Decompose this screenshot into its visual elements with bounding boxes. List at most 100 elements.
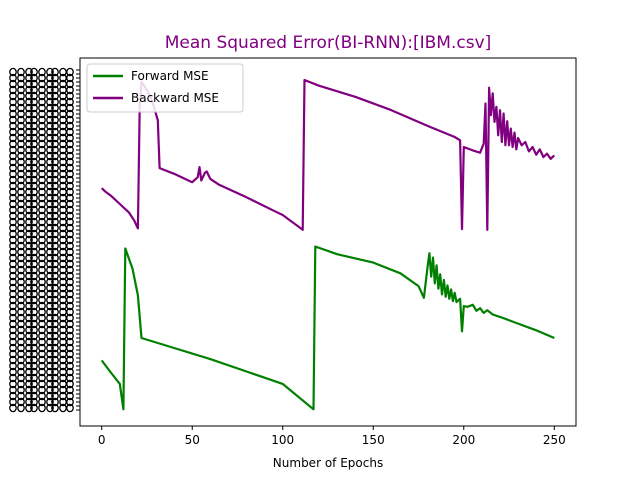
y-tick-label-glyph <box>46 193 54 203</box>
y-tick-label-glyph <box>30 313 38 323</box>
y-tick-label-glyph <box>17 85 25 95</box>
y-tick-label-glyph <box>38 205 46 215</box>
y-tick-label-glyph <box>17 391 25 401</box>
y-tick-label-glyph <box>38 343 46 353</box>
y-tick-label-glyph <box>25 175 33 185</box>
y-tick-label-glyph <box>25 355 33 365</box>
y-tick-label-glyph <box>25 247 33 257</box>
y-tick-label-glyph <box>25 187 33 197</box>
y-tick-label-glyph <box>30 109 38 119</box>
y-tick-label-glyph <box>46 241 54 251</box>
y-tick-label-glyph <box>9 73 17 83</box>
y-tick-label-glyph <box>38 187 46 197</box>
y-tick-label-glyph <box>9 211 17 221</box>
y-tick-label-glyph <box>9 253 17 263</box>
y-tick-label-glyph <box>66 313 74 323</box>
y-tick-label-glyph <box>38 157 46 167</box>
y-tick-label-glyph <box>25 85 33 95</box>
y-tick-label-glyph <box>17 313 25 323</box>
y-tick-label-glyph <box>66 265 74 275</box>
y-tick-label-glyph <box>30 175 38 185</box>
y-tick-label-glyph <box>46 223 54 233</box>
y-tick-label-glyph <box>46 169 54 179</box>
y-tick-label-glyph <box>9 121 17 131</box>
y-tick-label-glyph <box>66 397 74 407</box>
y-tick-label-glyph <box>46 73 54 83</box>
y-tick-label-glyph <box>9 79 17 89</box>
y-tick-label-glyph <box>25 235 33 245</box>
y-tick-label-glyph <box>25 379 33 389</box>
y-tick-label-glyph <box>17 217 25 227</box>
y-tick-label-glyph <box>51 373 59 383</box>
y-tick-label-glyph <box>46 307 54 317</box>
y-tick-label-glyph <box>25 115 33 125</box>
y-tick-label-glyph <box>30 73 38 83</box>
y-tick-label-glyph <box>25 331 33 341</box>
y-tick-label-glyph <box>38 235 46 245</box>
y-tick-label-glyph <box>9 67 17 77</box>
y-tick-label-glyph <box>46 343 54 353</box>
y-tick-label-glyph <box>25 301 33 311</box>
y-tick-label-glyph <box>51 109 59 119</box>
y-tick-label-glyph <box>9 145 17 155</box>
y-tick-label-glyph <box>66 151 74 161</box>
y-tick-label-glyph <box>46 67 54 77</box>
y-tick-label-glyph <box>30 373 38 383</box>
y-tick-label-glyph <box>66 85 74 95</box>
y-tick-label-glyph <box>51 271 59 281</box>
y-tick-label-glyph <box>46 349 54 359</box>
y-tick-label-glyph <box>30 169 38 179</box>
y-tick-label-glyph <box>30 217 38 227</box>
y-tick-label-glyph <box>66 247 74 257</box>
y-tick-label-glyph <box>66 373 74 383</box>
y-tick-label-glyph <box>51 331 59 341</box>
y-tick-label-glyph <box>66 253 74 263</box>
y-tick-label-glyph <box>51 367 59 377</box>
y-tick-label-glyph <box>17 145 25 155</box>
y-tick-label-glyph <box>30 145 38 155</box>
y-tick-label-glyph <box>46 91 54 101</box>
y-tick-label-glyph <box>46 127 54 137</box>
y-tick-label-glyph <box>30 127 38 137</box>
y-tick-label-glyph <box>9 169 17 179</box>
y-tick-label-glyph <box>30 205 38 215</box>
y-tick-label-glyph <box>46 235 54 245</box>
y-tick-label-glyph <box>51 349 59 359</box>
plot-area <box>80 58 576 426</box>
y-tick-label-glyph <box>51 379 59 389</box>
y-tick-label-glyph <box>51 265 59 275</box>
y-tick-label-glyph <box>17 331 25 341</box>
y-tick-label-glyph <box>46 325 54 335</box>
y-tick-label-glyph <box>46 313 54 323</box>
y-tick-label-glyph <box>17 133 25 143</box>
y-tick-label-glyph <box>51 217 59 227</box>
y-tick-label-glyph <box>9 307 17 317</box>
y-tick-label-glyph <box>38 271 46 281</box>
y-tick-label-glyph <box>17 379 25 389</box>
legend-box <box>86 63 244 113</box>
y-tick-label-glyph <box>38 241 46 251</box>
y-tick-label-glyph <box>17 199 25 209</box>
y-tick-label-glyph <box>46 367 54 377</box>
y-tick-label-glyph <box>66 115 74 125</box>
y-tick-label-glyph <box>38 247 46 257</box>
y-tick-label-glyph <box>51 229 59 239</box>
y-tick-label-glyph <box>30 367 38 377</box>
y-tick-label-glyph <box>38 397 46 407</box>
y-tick-label-glyph <box>38 175 46 185</box>
y-tick-label-glyph <box>17 319 25 329</box>
y-tick-label-glyph <box>30 403 38 413</box>
y-tick-label-glyph <box>66 349 74 359</box>
y-tick-label-glyph <box>30 199 38 209</box>
y-tick-label-glyph <box>38 229 46 239</box>
y-tick-label-glyph <box>38 289 46 299</box>
y-tick-label-glyph <box>38 199 46 209</box>
y-tick-label-glyph <box>17 163 25 173</box>
x-axis-ticks: 0 50 100 150 200 250 <box>98 426 566 447</box>
y-tick-label-glyph <box>38 259 46 269</box>
y-tick-label-glyph <box>25 121 33 131</box>
y-tick-label-glyph <box>9 391 17 401</box>
y-tick-label-glyph <box>25 343 33 353</box>
y-tick-label-glyph <box>66 133 74 143</box>
y-tick-label-glyph <box>51 163 59 173</box>
